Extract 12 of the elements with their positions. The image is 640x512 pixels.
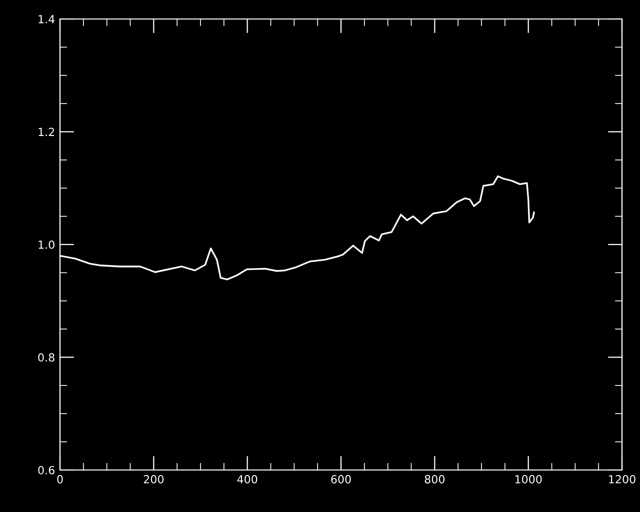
y-tick-label: 0.6 xyxy=(38,466,54,474)
y-tick-label: 1.0 xyxy=(38,240,54,249)
y-tick-label: 0.8 xyxy=(38,353,54,362)
x-tick-label: 800 xyxy=(424,475,445,484)
y-tick-label: 1.2 xyxy=(38,128,54,136)
y-tick-label: 1.4 xyxy=(38,15,55,24)
x-tick-label: 0 xyxy=(57,475,63,484)
x-tick-label: 1200 xyxy=(609,475,636,484)
x-tick-label: 200 xyxy=(144,475,164,484)
x-tick-label: 1000 xyxy=(515,475,542,484)
x-tick-label: 400 xyxy=(237,475,258,484)
x-tick-label: 600 xyxy=(331,475,351,484)
